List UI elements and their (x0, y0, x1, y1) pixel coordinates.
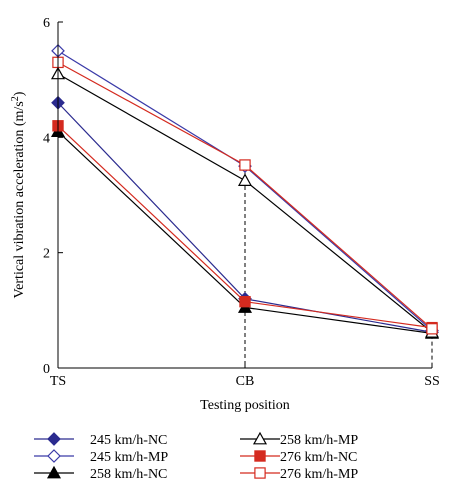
legend-item: 276 km/h-NC (240, 450, 357, 465)
x-tick-label: SS (424, 374, 440, 389)
legend-marker (252, 431, 268, 445)
y-tick-label: 4 (43, 131, 50, 146)
y-axis-title-sup: 2 (10, 96, 21, 101)
data-point (239, 295, 251, 308)
legend-label: 276 km/h-NC (280, 450, 357, 465)
x-tick-label: CB (236, 374, 255, 389)
y-axis-title-main: Vertical vibration acceleration (m/s (12, 101, 27, 298)
data-point (426, 323, 438, 335)
y-tick-label: 2 (43, 247, 50, 262)
legend-label: 258 km/h-MP (280, 433, 358, 448)
legend-label: 258 km/h-NC (90, 467, 167, 482)
x-tick-label: TS (50, 374, 66, 389)
legend-item: 276 km/h-MP (240, 467, 358, 482)
y-tick-label: 6 (43, 16, 50, 31)
legend-label: 245 km/h-NC (90, 433, 167, 448)
legend-item: 245 km/h-NC (34, 432, 167, 448)
legend-item: 245 km/h-MP (34, 449, 168, 465)
legend-label: 245 km/h-MP (90, 450, 168, 465)
data-point (237, 173, 253, 186)
axes: 0 2 4 6 TS CB SS (43, 16, 440, 389)
legend: 245 km/h-NC 245 km/h-MP 258 km/h-NC 258 km/… (34, 431, 358, 482)
legend-marker (254, 467, 266, 479)
legend-marker (254, 450, 266, 462)
x-axis-title: Testing position (200, 398, 290, 413)
y-tick-label: 0 (43, 362, 50, 377)
legend-label: 276 km/h-MP (280, 467, 358, 482)
y-axis-title: Vertical vibration acceleration (m/s2) (10, 91, 28, 298)
legend-item: 258 km/h-NC (34, 465, 167, 482)
plot-area (50, 43, 440, 368)
legend-marker (47, 432, 61, 446)
legend-marker (47, 449, 61, 463)
legend-marker (46, 465, 62, 479)
y-axis-title-close: ) (12, 91, 27, 96)
data-point (239, 159, 251, 171)
legend-item: 258 km/h-MP (240, 431, 358, 448)
